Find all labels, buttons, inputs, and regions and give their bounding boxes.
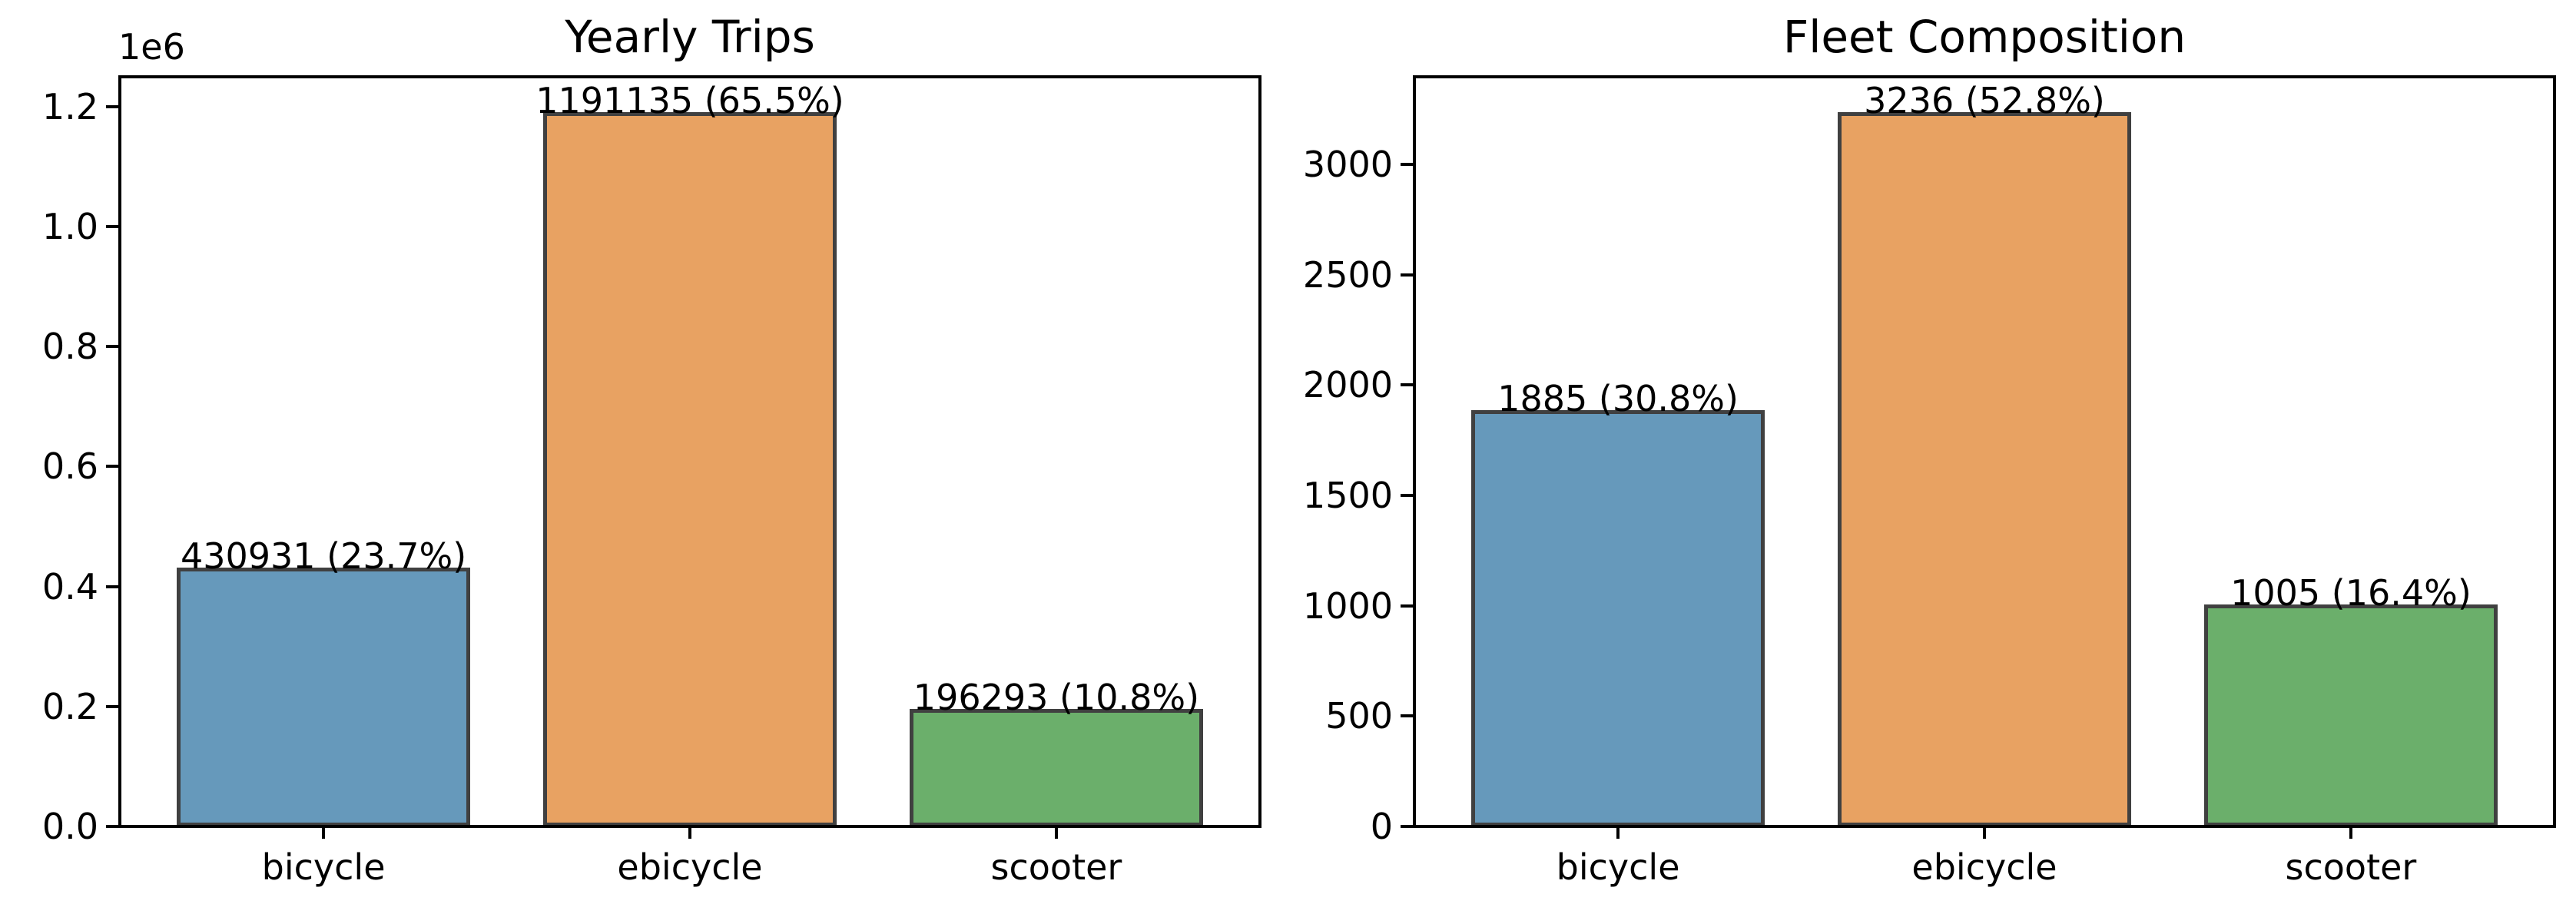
bar-bicycle — [1471, 410, 1765, 826]
plot-area — [118, 75, 1261, 828]
x-tick-mark — [2349, 826, 2352, 839]
x-tick-label: bicycle — [1556, 846, 1680, 888]
y-tick-label: 1500 — [1302, 475, 1393, 517]
x-tick-label: scooter — [2285, 846, 2417, 888]
y-tick-mark — [1401, 604, 1413, 608]
x-tick-mark — [1983, 826, 1986, 839]
y-tick-mark — [1401, 714, 1413, 718]
y-tick-mark — [106, 465, 118, 469]
chart-title: Fleet Composition — [1782, 11, 2186, 63]
x-tick-label: scooter — [990, 846, 1122, 888]
x-tick-mark — [1054, 826, 1058, 839]
plot-area — [1413, 75, 2556, 828]
y-tick-label: 0.2 — [41, 685, 98, 727]
y-tick-label: 1000 — [1302, 584, 1393, 627]
y-tick-mark — [106, 224, 118, 228]
bar-value-label: 1885 (30.8%) — [1497, 378, 1739, 420]
y-tick-label: 0.8 — [41, 326, 98, 368]
y-tick-label: 3000 — [1302, 144, 1393, 186]
y-tick-mark — [106, 104, 118, 108]
y-tick-mark — [1401, 163, 1413, 167]
x-tick-label: ebicycle — [1911, 846, 2057, 888]
x-tick-label: bicycle — [261, 846, 386, 888]
y-tick-label: 0.4 — [41, 565, 98, 608]
x-tick-mark — [688, 826, 691, 839]
x-tick-mark — [322, 826, 326, 839]
bar-ebicycle — [1838, 112, 2131, 826]
bar-ebicycle — [543, 111, 837, 826]
y-tick-mark — [106, 584, 118, 588]
y-tick-mark — [106, 825, 118, 828]
bar-value-label: 196293 (10.8%) — [913, 676, 1200, 718]
y-tick-label: 1.0 — [41, 205, 98, 247]
y-offset-text: 1e6 — [118, 26, 185, 68]
bar-value-label: 430931 (23.7%) — [180, 535, 467, 578]
y-tick-mark — [106, 345, 118, 349]
bar-scooter — [910, 708, 1203, 826]
y-tick-label: 0.6 — [41, 445, 98, 488]
y-tick-mark — [106, 704, 118, 708]
bar-bicycle — [177, 568, 470, 826]
y-tick-mark — [1401, 825, 1413, 828]
y-tick-label: 2500 — [1302, 253, 1393, 296]
bar-value-label: 1005 (16.4%) — [2230, 572, 2472, 614]
y-tick-label: 0 — [1370, 806, 1393, 847]
bar-scooter — [2204, 604, 2498, 826]
y-tick-label: 2000 — [1302, 364, 1393, 406]
chart-title: Yearly Trips — [565, 11, 815, 63]
bar-value-label: 3236 (52.8%) — [1864, 80, 2105, 122]
bar-value-label: 1191135 (65.5%) — [535, 79, 844, 121]
y-tick-label: 1.2 — [41, 85, 98, 127]
y-tick-label: 500 — [1325, 695, 1393, 737]
y-tick-label: 0.0 — [41, 806, 98, 847]
y-tick-mark — [1401, 494, 1413, 498]
x-tick-label: ebicycle — [617, 846, 763, 888]
x-tick-mark — [1616, 826, 1620, 839]
y-tick-mark — [1401, 273, 1413, 277]
y-tick-mark — [1401, 383, 1413, 387]
